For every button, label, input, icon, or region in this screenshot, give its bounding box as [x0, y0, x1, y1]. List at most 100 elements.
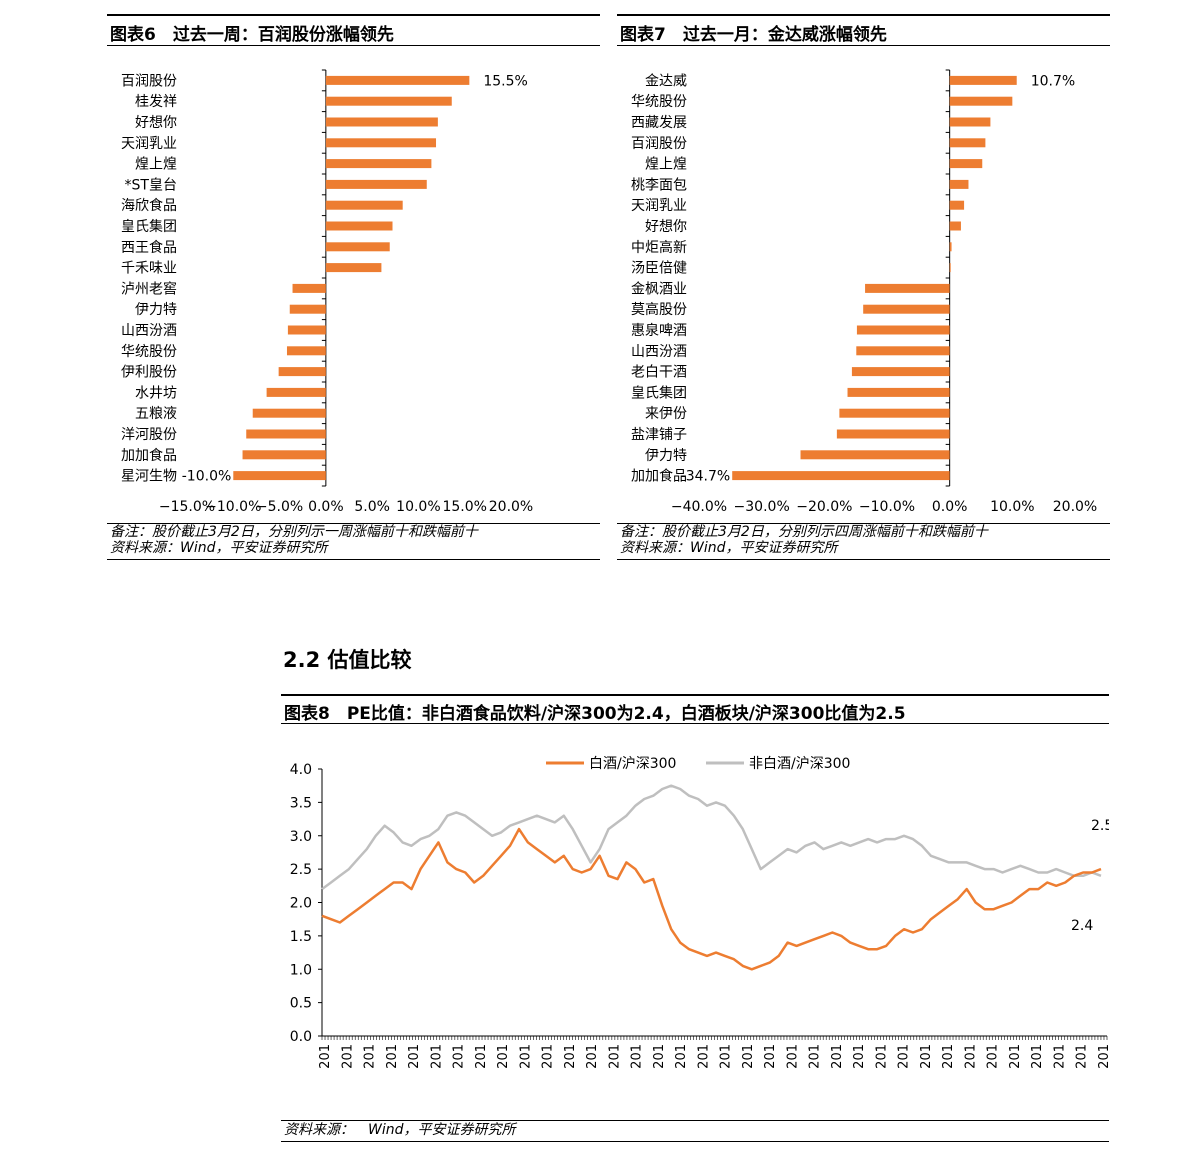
category-label: 惠泉啤酒 — [631, 322, 687, 339]
fig6-source: 资料来源：Wind，平安证券研究所 — [110, 540, 328, 556]
y-tick-label: 2.5 — [290, 862, 312, 878]
category-label: 山西汾酒 — [631, 344, 687, 360]
bar — [287, 325, 326, 335]
category-label: 加加食品 — [121, 447, 177, 464]
x-tick-label: 201 — [1097, 1044, 1109, 1069]
x-tick-label: 201 — [452, 1044, 467, 1069]
x-tick-label: 10.0% — [396, 499, 440, 515]
fig8-source: 资料来源： Wind，平安证券研究所 — [284, 1122, 516, 1138]
bar — [292, 283, 326, 293]
x-tick-label: 201 — [541, 1044, 556, 1069]
x-tick-label: 201 — [385, 1044, 400, 1069]
x-tick-label: −40.0% — [671, 499, 727, 515]
x-tick-label: 201 — [763, 1044, 778, 1069]
bar — [847, 387, 950, 397]
x-tick-label: −15.0% — [159, 499, 215, 515]
x-tick-label: −5.0% — [256, 499, 303, 515]
bar — [949, 117, 991, 127]
x-tick-label: 201 — [340, 1044, 355, 1069]
y-tick-label: 3.0 — [290, 829, 312, 845]
category-label: 皇氏集团 — [121, 218, 177, 235]
x-tick-label: 201 — [585, 1044, 600, 1069]
x-tick-label: 201 — [874, 1044, 889, 1069]
data-label: -34.7% — [681, 469, 731, 485]
x-tick-label: 201 — [852, 1044, 867, 1069]
category-label: 星河生物 — [121, 469, 177, 485]
x-tick-label: 201 — [429, 1044, 444, 1069]
bar — [863, 304, 950, 314]
x-tick-label: 201 — [518, 1044, 533, 1069]
x-tick-label: 10.0% — [990, 499, 1034, 515]
x-tick-label: 15.0% — [442, 499, 486, 515]
fig8-source-rule — [281, 1120, 1109, 1121]
x-tick-label: 201 — [407, 1044, 422, 1069]
category-label: 洋河股份 — [121, 427, 177, 443]
bar — [286, 346, 326, 356]
fig6-note-rule — [107, 523, 600, 524]
data-label: 10.7% — [1031, 73, 1075, 89]
fig7-title-rule — [617, 45, 1110, 46]
category-label: 伊力特 — [645, 448, 687, 464]
x-tick-label: 201 — [363, 1044, 378, 1069]
bar — [949, 179, 969, 189]
bar — [800, 450, 950, 460]
bar — [856, 346, 950, 356]
y-tick-label: 0.0 — [290, 1029, 312, 1045]
x-tick-label: −10.0% — [859, 499, 915, 515]
bar — [325, 159, 432, 169]
bar — [289, 304, 326, 314]
category-label: 百润股份 — [121, 73, 177, 89]
category-label: 煌上煌 — [135, 157, 177, 173]
category-label: 西藏发展 — [631, 115, 687, 131]
x-tick-label: 201 — [318, 1044, 333, 1069]
data-label: -10.0% — [182, 469, 232, 485]
category-label: 华统股份 — [631, 94, 687, 110]
category-label: 好想你 — [645, 219, 687, 235]
bar — [325, 179, 427, 189]
category-label: 莫高股份 — [631, 301, 687, 318]
x-tick-label: 201 — [1030, 1044, 1045, 1069]
bar — [266, 387, 326, 397]
category-label: 盐津铺子 — [631, 427, 687, 443]
bar — [325, 221, 393, 231]
bar — [836, 429, 950, 439]
bar — [949, 75, 1017, 85]
x-tick-label: 201 — [1075, 1044, 1090, 1069]
bar — [949, 200, 965, 210]
bar — [325, 263, 382, 273]
fig7-bar-chart: 金达威 10.7% 华统股份西藏发展百润股份煌上煌桃李面包天润乳业好想你中炬高新汤臣… — [631, 69, 1097, 515]
fig8-line-chart: 0.0 0.5 1.0 1.5 2.0 2.5 3.0 3.5 4.0 201 201 201 201 2… — [290, 756, 1109, 1069]
x-tick-label: 201 — [630, 1044, 645, 1069]
bar — [325, 117, 438, 127]
category-label: 中炬高新 — [631, 239, 687, 256]
category-label: 来伊份 — [645, 406, 687, 422]
category-label: 水井坊 — [135, 385, 177, 401]
fig6-note: 备注：股价截止3月2日，分别列示一周涨幅前十和跌幅前十 — [110, 524, 478, 540]
x-tick-label: 201 — [963, 1044, 978, 1069]
category-label: 汤臣倍健 — [631, 261, 687, 277]
category-label: 百润股份 — [631, 136, 687, 152]
x-tick-label: 201 — [719, 1044, 734, 1069]
x-tick-label: 201 — [607, 1044, 622, 1069]
category-label: 桃李面包 — [631, 177, 687, 193]
x-tick-label: 201 — [474, 1044, 489, 1069]
series-line-baijiu — [321, 827, 1102, 971]
x-tick-label: 5.0% — [354, 499, 390, 515]
category-label: 金枫酒业 — [631, 281, 687, 297]
series-line-non-baijiu — [321, 784, 1102, 891]
x-tick-label: 20.0% — [1053, 499, 1097, 515]
fig7-note: 备注：股价截止3月2日，分别列示四周涨幅前十和跌幅前十 — [620, 524, 988, 540]
x-tick-label: 201 — [696, 1044, 711, 1069]
fig6-bottom-rule — [107, 559, 600, 560]
bar — [325, 242, 390, 252]
bar — [252, 408, 326, 418]
category-label: 煌上煌 — [645, 157, 687, 173]
fig8-title: 图表8 PE比值：非白酒食品饮料/沪深300为2.4，白酒板块/沪深300比值为… — [284, 704, 906, 724]
legend-label-baijiu: 白酒/沪深300 — [589, 756, 676, 772]
data-label: 15.5% — [483, 73, 527, 89]
x-tick-label: 201 — [830, 1044, 845, 1069]
fig7-note-rule — [617, 523, 1110, 524]
category-label: 金达威 — [645, 73, 687, 89]
category-label: 天润乳业 — [631, 198, 687, 214]
fig6-title-rule — [107, 45, 600, 46]
